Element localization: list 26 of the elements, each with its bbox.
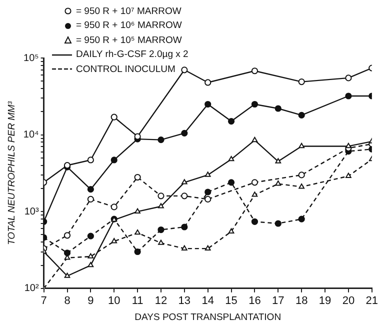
annotation: CONTROL INOCULUM xyxy=(76,64,176,75)
x-tick-label: 7 xyxy=(40,295,47,308)
x-tick-label: 21 xyxy=(366,295,378,308)
x-tick-label: 15 xyxy=(225,295,238,308)
x-tick-label: 17 xyxy=(272,295,284,308)
y-tick-label: 10² xyxy=(24,283,40,294)
x-tick-label: 12 xyxy=(154,295,168,308)
x-tick-label: 13 xyxy=(178,295,191,308)
x-tick-label: 10 xyxy=(108,295,120,308)
x-axis-title: DAYS POST TRANSPLANTATION xyxy=(134,312,282,323)
x-tick-label: 11 xyxy=(132,295,144,308)
x-tick-label: 9 xyxy=(88,295,94,308)
x-tick-label: 14 xyxy=(202,295,214,308)
y-tick-label: 10³ xyxy=(24,206,40,218)
x-tick-label: 16 xyxy=(248,295,261,308)
x-tick-label: 18 xyxy=(295,295,308,308)
x-tick-label: 19 xyxy=(318,295,332,308)
text: = 950 R + 10⁵ MARROW xyxy=(76,34,182,46)
annotation: DAILY rh-G-CSF 2.0µg x 2 xyxy=(76,49,188,60)
text: = 950 R + 10⁶ MARROW xyxy=(76,20,182,32)
y-tick-label: 10⁴ xyxy=(23,130,39,141)
text: = 950 R + 10⁷ MARROW xyxy=(76,6,182,17)
x-tick-label: 8 xyxy=(64,295,70,308)
x-tick-label: 20 xyxy=(342,295,355,308)
y-tick-label: 10⁵ xyxy=(24,52,39,64)
y-axis-title: TOTAL NEUTROPHILS PER MM³ xyxy=(6,100,18,245)
